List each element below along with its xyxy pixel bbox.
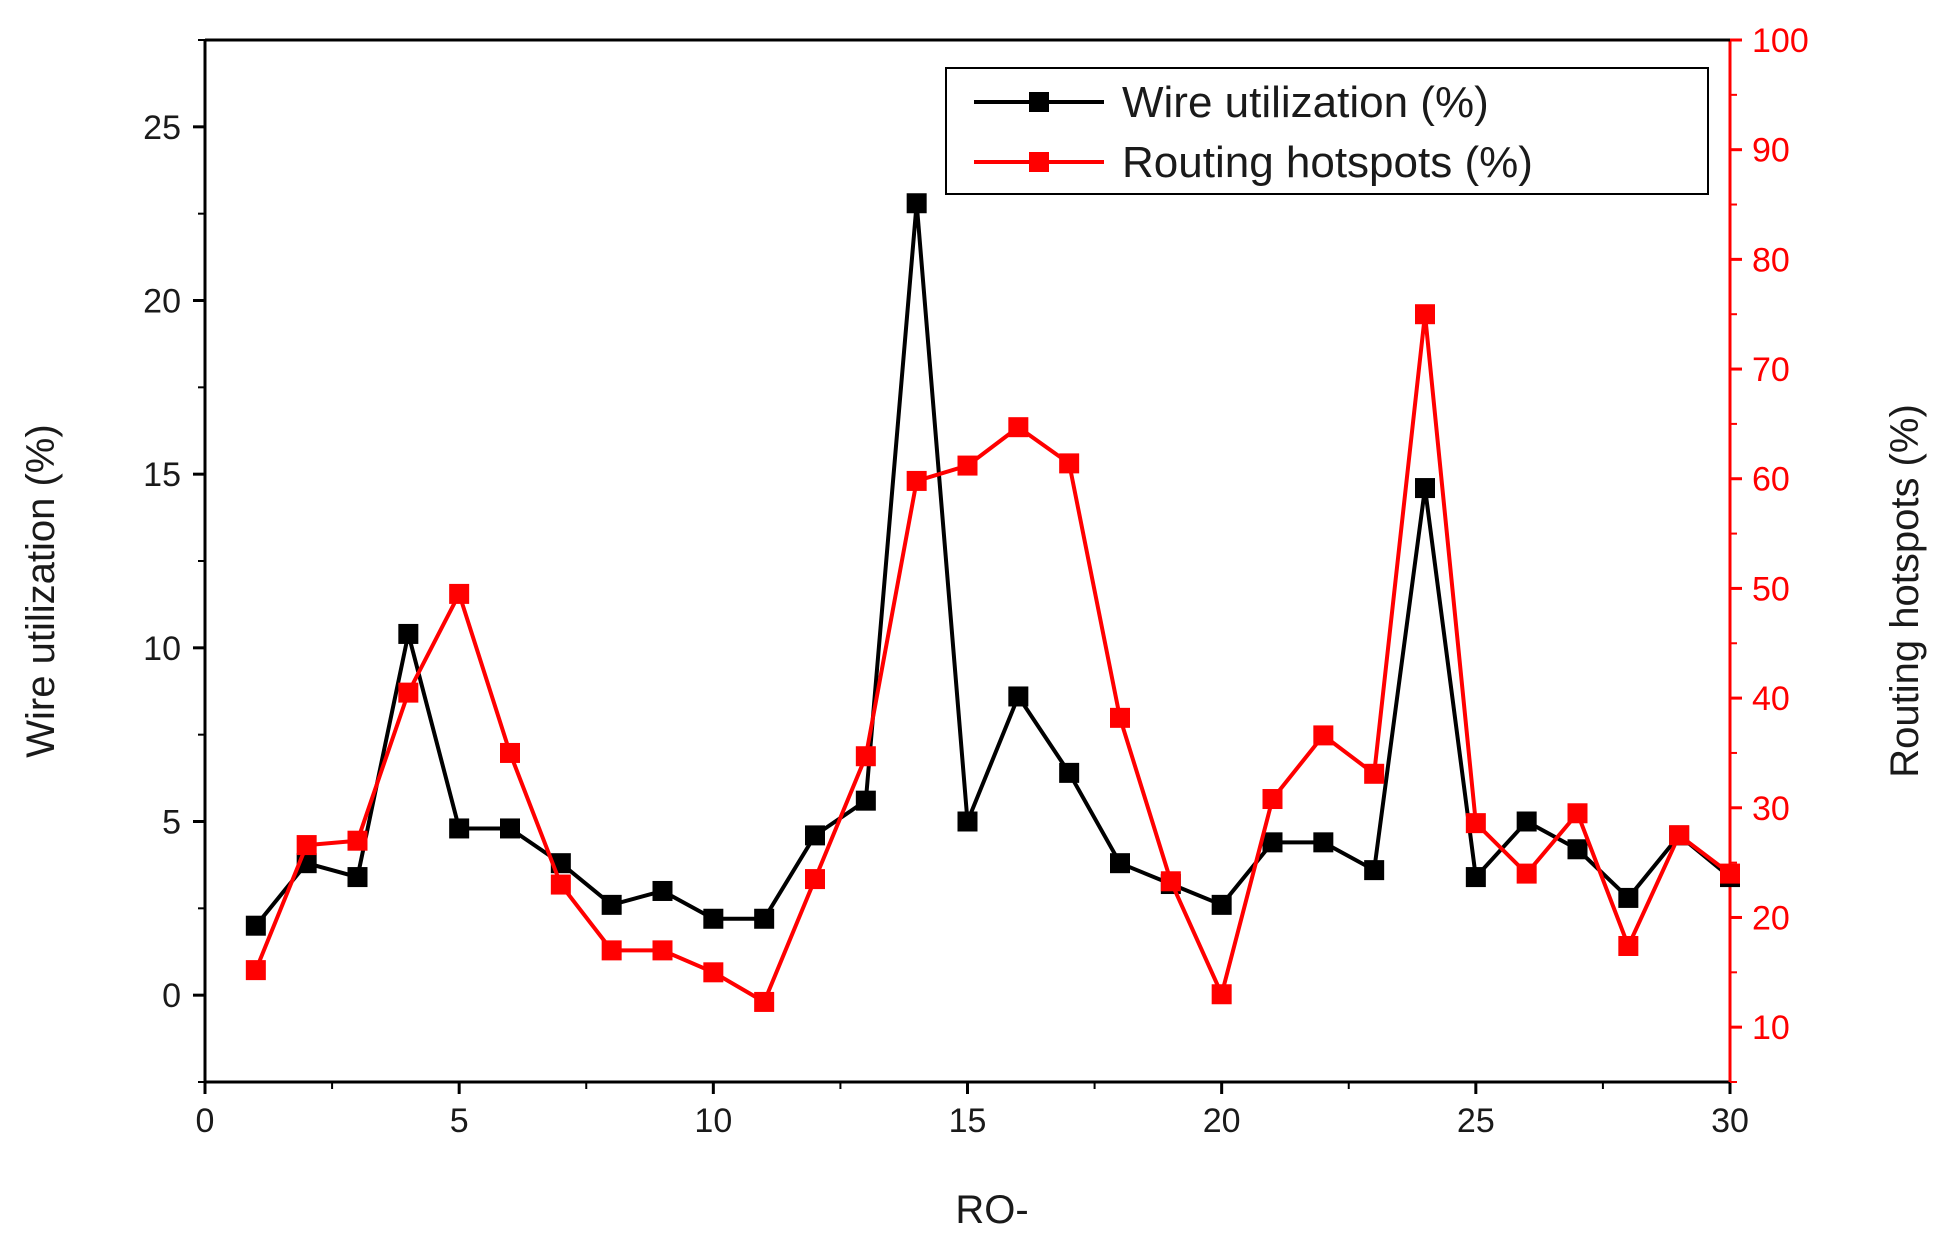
wire-data-point — [245, 915, 266, 936]
wire-data-point — [1364, 860, 1385, 881]
y-right-tick-label: 40 — [1752, 680, 1790, 718]
routing-data-point — [1415, 304, 1435, 325]
x-tick-label: 5 — [450, 1102, 469, 1140]
x-tick-label: 30 — [1711, 1102, 1749, 1140]
routing-data-point — [500, 742, 520, 763]
routing-data-point — [550, 874, 571, 895]
y-right-tick-label: 50 — [1752, 570, 1790, 608]
routing-data-point — [855, 746, 876, 767]
routing-data-point — [1313, 725, 1334, 746]
routing-data-point — [652, 940, 673, 961]
routing-data-point — [1669, 825, 1690, 846]
y-right-tick-label: 60 — [1752, 461, 1790, 499]
wire-data-point — [449, 818, 470, 839]
wire-data-point — [1059, 762, 1080, 783]
y-left-tick-label: 5 — [162, 804, 181, 842]
y-axis-left-title: Wire utilization (%) — [19, 424, 63, 757]
routing-data-point — [805, 869, 825, 890]
y-left-tick-label: 10 — [143, 630, 181, 668]
y-left-tick-label: 20 — [143, 283, 181, 321]
wire-data-point — [1465, 867, 1486, 888]
wire-data-point — [855, 790, 876, 811]
legend: Wire utilization (%) Routing hotspots (%… — [945, 67, 1709, 195]
wire-data-point — [1262, 832, 1283, 853]
y-right-tick-label: 20 — [1752, 899, 1790, 937]
routing-data-point — [1262, 789, 1283, 810]
routing-data-point — [296, 835, 317, 856]
wire-data-point — [957, 811, 978, 832]
routing-data-point — [245, 960, 266, 981]
series-layer — [245, 193, 1740, 1012]
x-tick-label: 20 — [1203, 1102, 1241, 1140]
wire-data-point — [1516, 811, 1537, 832]
routing-series-line — [253, 313, 1732, 1005]
wire-data-point — [1110, 853, 1130, 874]
wire-data-point — [1618, 887, 1639, 908]
legend-routing-marker — [1029, 152, 1049, 172]
routing-data-point — [906, 470, 927, 491]
routing-data-point — [1618, 935, 1639, 956]
wire-data-point — [1211, 894, 1232, 915]
y-right-tick-label: 90 — [1752, 132, 1790, 170]
wire-data-point — [652, 880, 673, 901]
x-axis-title: RO- — [955, 1188, 1028, 1232]
x-tick-label: 0 — [196, 1102, 215, 1140]
y-left-tick-label: 0 — [162, 977, 181, 1015]
x-tick-label: 15 — [949, 1102, 987, 1140]
wire-data-point — [347, 867, 368, 888]
routing-data-point — [1465, 813, 1486, 834]
legend-routing-label: Routing hotspots (%) — [1122, 138, 1533, 187]
routing-data-point — [1516, 863, 1537, 884]
routing-data-point — [1160, 871, 1181, 892]
y-right-tick-label: 70 — [1752, 351, 1790, 389]
x-tick-label: 25 — [1457, 1102, 1495, 1140]
y-right-tick-label: 10 — [1752, 1009, 1790, 1047]
wire-data-point — [1415, 478, 1435, 499]
wire-data-point — [1567, 839, 1588, 860]
wire-data-point — [1313, 832, 1334, 853]
wire-data-point — [398, 623, 419, 644]
wire-data-point — [754, 908, 775, 929]
wire-data-point — [500, 818, 520, 839]
wire-series-line — [254, 203, 1732, 927]
routing-data-point — [1567, 803, 1588, 824]
wire-data-point — [703, 908, 724, 929]
axes-layer: 0 5 10 15 20 25 30 0 5 10 15 20 25 10 20 30 40 50 60 70 80 90… — [143, 22, 1809, 1140]
y-left-tick-label: 15 — [143, 456, 181, 494]
routing-data-point — [601, 940, 622, 961]
legend-box — [945, 67, 1709, 195]
routing-data-point — [1720, 863, 1740, 884]
routing-data-point — [449, 583, 470, 604]
wire-data-point — [906, 193, 927, 214]
y-right-tick-label: 100 — [1752, 22, 1809, 60]
routing-data-point — [703, 962, 724, 983]
routing-data-point — [957, 455, 978, 476]
routing-data-point — [398, 682, 419, 703]
routing-data-point — [1008, 417, 1029, 438]
legend-wire-marker — [1029, 92, 1049, 112]
legend-wire-label: Wire utilization (%) — [1122, 78, 1489, 127]
y-axis-right-title: Routing hotspots (%) — [1883, 404, 1927, 778]
routing-data-point — [1110, 707, 1130, 728]
routing-data-point — [1059, 453, 1080, 474]
routing-data-point — [347, 830, 368, 851]
y-left-tick-label: 25 — [143, 109, 181, 147]
y-right-tick-label: 30 — [1752, 790, 1790, 828]
wire-data-point — [601, 894, 622, 915]
wire-data-point — [805, 825, 825, 846]
wire-data-point — [1008, 686, 1029, 707]
y-right-tick-label: 80 — [1752, 241, 1790, 279]
routing-data-point — [1211, 984, 1232, 1005]
routing-data-point — [754, 991, 775, 1012]
routing-data-point — [1364, 763, 1385, 784]
x-tick-label: 10 — [694, 1102, 732, 1140]
